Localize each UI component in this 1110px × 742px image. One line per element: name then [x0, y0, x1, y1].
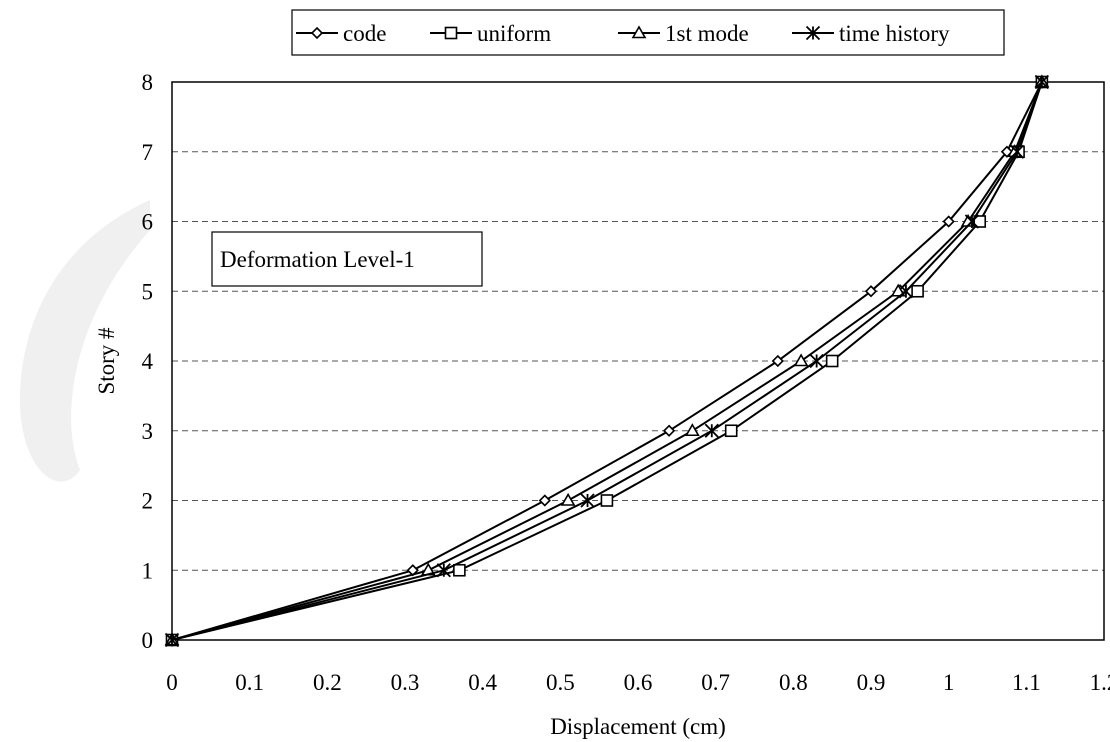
data-point-1st-mode	[793, 353, 809, 367]
annotation-text: Deformation Level-1	[220, 247, 415, 272]
x-tick-label: 1	[943, 670, 955, 695]
x-tick-label: 0.4	[468, 670, 497, 695]
x-tick-label: 0.7	[701, 670, 730, 695]
x-tick-label: 0.5	[546, 670, 575, 695]
legend-marker-1st-mode	[631, 25, 647, 39]
data-point-time-history	[1034, 74, 1050, 90]
y-tick-label: 5	[142, 279, 154, 304]
data-point-time-history	[964, 214, 980, 229]
legend-marker-time-history	[805, 25, 821, 41]
y-tick-label: 3	[142, 419, 154, 444]
x-axis-title: Displacement (cm)	[550, 714, 726, 739]
data-point-code	[662, 424, 676, 437]
y-tick-label: 1	[142, 558, 154, 583]
data-point-time-history	[898, 284, 914, 299]
legend-item-time-history: time history	[792, 21, 950, 46]
data-point-code	[771, 354, 784, 368]
background-watermark	[20, 200, 150, 482]
x-tick-label: 1.1	[1012, 670, 1041, 695]
series-1st-mode	[164, 74, 1050, 646]
series-time-history	[164, 74, 1050, 648]
x-tick-label: 0.8	[779, 670, 808, 695]
data-point-time-history	[704, 423, 719, 438]
legend-label-code: code	[343, 21, 386, 46]
x-tick-labels: 0 0.1 0.2 0.3 0.4 0.5 0.6 0.7 0.8 0.9 1 1.1 1.2	[166, 670, 1110, 695]
legend-item-uniform: uniform	[430, 21, 551, 46]
data-point-code	[538, 494, 551, 507]
x-tick-label: 0.9	[857, 670, 886, 695]
x-tick-label: 0.2	[313, 670, 342, 695]
legend-marker-code	[310, 26, 324, 40]
data-point-uniform	[453, 563, 466, 577]
data-point-1st-mode	[890, 283, 906, 297]
y-tick-label: 4	[142, 349, 154, 374]
annotation-box: Deformation Level-1	[211, 231, 483, 287]
data-point-1st-mode	[560, 492, 576, 506]
y-tick-label: 2	[142, 489, 154, 514]
y-tick-label: 6	[142, 210, 154, 235]
legend-item-code: code	[296, 21, 386, 46]
y-tick-label: 8	[142, 70, 154, 95]
x-tick-label: 0.3	[391, 670, 420, 695]
legend-label-uniform: uniform	[477, 21, 551, 46]
legend-marker-uniform	[444, 26, 458, 40]
data-point-uniform	[973, 215, 987, 228]
plot-frame	[171, 81, 1105, 641]
legend-label-time-history: time history	[839, 21, 950, 46]
legend-label-1st-mode: 1st mode	[665, 21, 749, 46]
legend-item-1st-mode: 1st mode	[618, 21, 749, 46]
data-point-code	[864, 285, 878, 298]
data-point-uniform	[600, 494, 614, 507]
x-tick-label: 0.6	[624, 670, 653, 695]
gridlines	[172, 151, 1104, 571]
data-point-time-history	[164, 632, 180, 648]
series-group	[164, 74, 1050, 648]
data-point-1st-mode	[684, 423, 700, 437]
data-point-time-history	[1009, 144, 1025, 159]
data-point-time-history	[809, 353, 824, 369]
y-axis-title: Story #	[94, 327, 119, 395]
x-tick-label: 0.1	[235, 670, 264, 695]
data-point-code	[942, 215, 955, 228]
x-tick-label: 0	[166, 670, 178, 695]
data-point-uniform	[724, 424, 738, 438]
series-code	[165, 75, 1048, 647]
data-point-uniform	[825, 354, 839, 368]
data-point-time-history	[436, 563, 451, 578]
y-tick-labels: 0 1 2 3 4 5 6 7 8	[142, 70, 154, 653]
data-point-uniform	[911, 284, 924, 298]
legend: code uniform 1st mode time history	[291, 9, 1005, 56]
y-tick-label: 0	[142, 628, 154, 653]
y-tick-label: 7	[142, 140, 154, 165]
x-tick-label: 1.2	[1090, 670, 1110, 695]
data-point-time-history	[580, 493, 595, 508]
